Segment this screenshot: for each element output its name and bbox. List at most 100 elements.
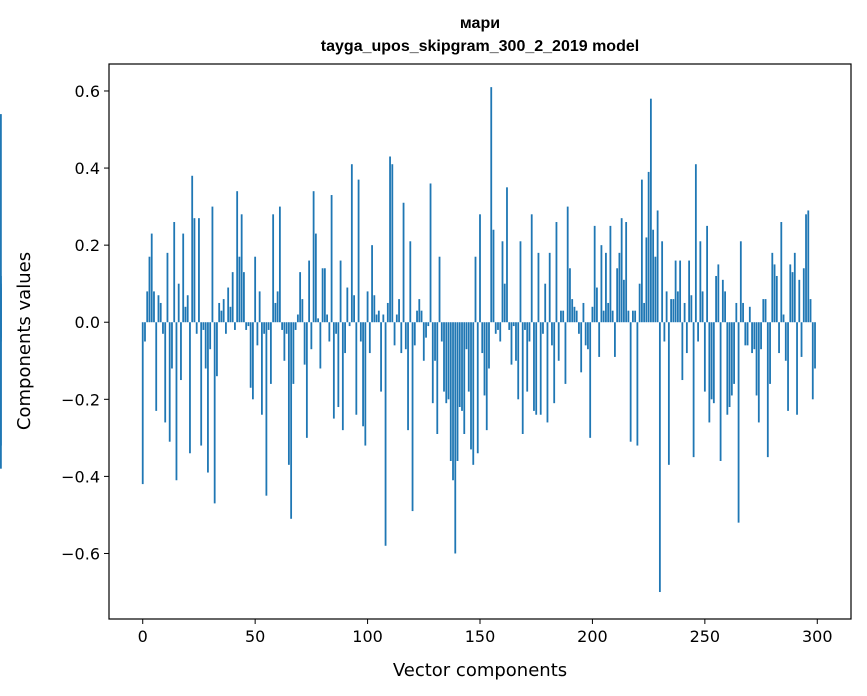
- bar-254: [712, 322, 715, 404]
- bar-260: [726, 322, 729, 415]
- bar-221: [638, 283, 641, 323]
- bar-155: [490, 87, 493, 323]
- bar-195: [580, 322, 583, 373]
- bar-39: [229, 306, 232, 323]
- bar-69: [296, 314, 299, 323]
- bar-43: [238, 256, 241, 323]
- bar-101: [368, 322, 371, 354]
- bar-299: [814, 322, 816, 369]
- bar-150: [479, 214, 481, 323]
- bar-undefined: [0, 322, 2, 469]
- bar-49: [252, 322, 254, 400]
- bar-114: [398, 299, 400, 323]
- bar-22: [191, 175, 194, 323]
- bar-125: [422, 322, 425, 361]
- bar-8: [159, 302, 162, 323]
- bar-294: [802, 268, 805, 323]
- bar-79: [319, 322, 322, 369]
- bar-103: [373, 295, 376, 323]
- bar-166: [515, 322, 517, 361]
- bar-263: [733, 322, 735, 384]
- bar-216: [627, 310, 630, 323]
- bar-162: [506, 187, 508, 323]
- bar-196: [582, 302, 585, 323]
- bar-72: [303, 322, 306, 365]
- bars-group: [0, 87, 816, 593]
- bar-59: [274, 302, 277, 323]
- bar-296: [807, 210, 810, 323]
- bar-247: [697, 322, 699, 342]
- bar-9: [162, 322, 164, 334]
- bar-264: [735, 302, 738, 323]
- bar-284: [780, 222, 783, 323]
- bar-148: [474, 256, 477, 323]
- bar-171: [526, 322, 529, 392]
- bar-182: [551, 322, 553, 346]
- bar-12: [168, 322, 171, 442]
- bar-241: [683, 302, 686, 323]
- bar-36: [222, 299, 225, 323]
- bar-243: [688, 260, 691, 323]
- bar-198: [587, 322, 589, 350]
- bar-202: [596, 287, 598, 323]
- bar-143: [463, 322, 466, 434]
- bar-108: [384, 322, 387, 546]
- bar-295: [805, 214, 807, 323]
- bar-222: [640, 179, 643, 323]
- bar-20: [186, 295, 189, 323]
- bar-96: [357, 179, 360, 323]
- bar-126: [425, 322, 427, 338]
- bar-206: [605, 252, 607, 323]
- bar-173: [530, 214, 533, 323]
- bar-58: [272, 214, 275, 323]
- bar-232: [663, 322, 666, 342]
- bar-1: [144, 322, 146, 342]
- bar-undefined: [0, 114, 2, 323]
- bar-32: [213, 322, 216, 504]
- bar-127: [427, 322, 430, 327]
- x-tick-label: 300: [802, 627, 833, 646]
- bar-24: [195, 322, 198, 334]
- bar-286: [784, 322, 787, 361]
- bar-174: [533, 322, 535, 411]
- bar-106: [380, 322, 382, 392]
- bar-25: [198, 218, 200, 323]
- bar-256: [717, 264, 720, 323]
- bar-224: [645, 237, 648, 323]
- bar-29: [207, 322, 209, 473]
- bar-223: [643, 302, 646, 323]
- bar-54: [263, 322, 266, 334]
- bar-30: [209, 322, 212, 350]
- bar-205: [602, 310, 605, 323]
- bar-67: [292, 322, 295, 384]
- y-tick-label: −0.4: [61, 467, 100, 486]
- bar-187: [562, 310, 565, 323]
- bar-246: [694, 164, 697, 323]
- bar-14: [173, 222, 176, 323]
- bar-283: [778, 322, 780, 354]
- bar-134: [443, 322, 445, 392]
- bar-253: [710, 322, 713, 400]
- bar-82: [326, 314, 328, 323]
- bar-184: [555, 222, 558, 323]
- bar-163: [508, 322, 511, 330]
- bar-273: [755, 322, 758, 396]
- bar-190: [569, 268, 571, 323]
- bar-251: [706, 225, 708, 323]
- bar-109: [386, 302, 389, 323]
- bar-21: [189, 322, 191, 454]
- bar-89: [341, 322, 344, 431]
- bar-74: [308, 260, 311, 323]
- bar-242: [685, 322, 688, 354]
- bar-262: [730, 322, 733, 396]
- bar-87: [337, 322, 340, 408]
- bar-203: [598, 322, 601, 357]
- bar-115: [400, 322, 403, 354]
- bar-272: [753, 322, 756, 350]
- bar-77: [314, 233, 317, 323]
- bar-71: [301, 299, 304, 323]
- bar-188: [564, 322, 567, 384]
- bar-27: [202, 322, 205, 330]
- bar-185: [557, 322, 560, 361]
